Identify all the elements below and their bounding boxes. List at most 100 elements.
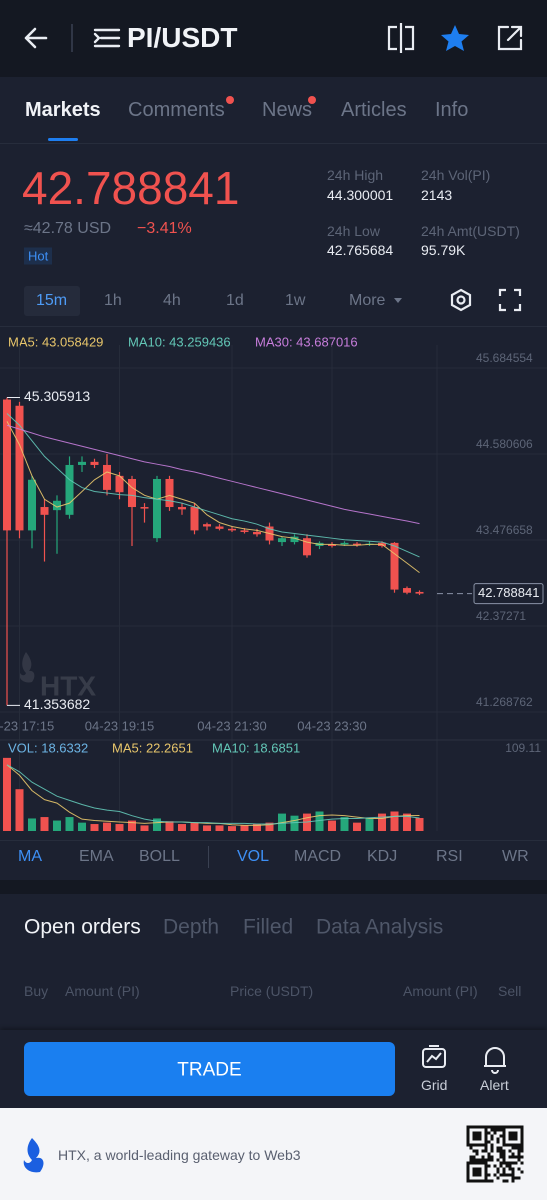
price-tag-label: 42.788841 <box>478 585 539 600</box>
interval[interactable]: 4h <box>163 292 181 309</box>
list-icon[interactable] <box>93 28 121 48</box>
tab[interactable]: Comments <box>128 99 225 121</box>
qr-module <box>499 1173 503 1177</box>
tab[interactable]: News <box>262 99 313 121</box>
candle-body <box>290 536 299 543</box>
qr-module <box>502 1158 506 1162</box>
x-tick-label: 04-23 19:15 <box>85 718 154 733</box>
volume-bar <box>40 817 49 831</box>
qr-module <box>520 1170 524 1174</box>
qr-module <box>505 1173 509 1177</box>
interval[interactable]: 1h <box>104 292 122 309</box>
qr-module <box>475 1134 479 1138</box>
y-tick-label: 42.37271 <box>476 609 526 623</box>
trade-label: TRADE <box>177 1059 242 1081</box>
qr-module <box>469 1158 473 1162</box>
legend-entry: MA10: 18.6851 <box>212 740 300 755</box>
column-header: Buy <box>24 983 49 999</box>
candle-body <box>3 399 11 531</box>
stat-label: 24h High <box>327 167 384 183</box>
qr-module <box>499 1134 503 1138</box>
ma-line <box>6 764 420 826</box>
qr-module <box>478 1125 482 1129</box>
grid-icon[interactable] <box>422 1045 446 1068</box>
qr-module <box>472 1143 476 1147</box>
alert-icon[interactable] <box>484 1047 506 1074</box>
volume-bar <box>290 815 299 831</box>
orders-tab[interactable]: Data Analysis <box>316 915 444 939</box>
qr-module <box>469 1143 473 1147</box>
trade-button[interactable] <box>24 1042 395 1096</box>
htx-logo <box>23 1138 44 1173</box>
back-icon[interactable] <box>24 27 48 49</box>
qr-module <box>496 1146 500 1150</box>
qr-module <box>514 1155 518 1159</box>
qr-module <box>511 1155 515 1159</box>
qr-module <box>514 1134 518 1138</box>
fullscreen-icon[interactable] <box>498 288 522 312</box>
qr-module <box>514 1146 518 1150</box>
tab[interactable]: Articles <box>341 99 407 121</box>
stat-value: 95.79K <box>421 242 466 258</box>
qr-module <box>511 1176 515 1180</box>
indicator[interactable]: VOL <box>237 848 270 865</box>
share-icon[interactable] <box>497 25 523 51</box>
interval[interactable]: 1w <box>285 292 306 309</box>
qr-module <box>478 1161 482 1165</box>
interval[interactable]: 15m <box>36 292 68 309</box>
qr-module <box>502 1152 506 1156</box>
orders-tab[interactable]: Depth <box>163 915 220 939</box>
indicator[interactable]: WR <box>502 848 529 865</box>
qr-module <box>520 1140 524 1144</box>
qr-module <box>484 1125 488 1129</box>
interval[interactable]: More <box>349 292 386 309</box>
stat-value: 44.300001 <box>327 187 394 203</box>
qr-module <box>472 1131 476 1135</box>
qr-module <box>508 1143 512 1147</box>
qr-module <box>478 1179 482 1183</box>
settings-icon[interactable] <box>450 288 472 312</box>
qr-module <box>484 1137 488 1141</box>
orders-tab[interactable]: Open orders <box>24 915 141 939</box>
column-header: Amount (PI) <box>403 983 478 999</box>
favorite-icon[interactable] <box>441 25 469 51</box>
compare-icon[interactable] <box>387 23 415 53</box>
stat-label: 24h Amt(USDT) <box>421 223 520 239</box>
qr-module <box>478 1173 482 1177</box>
qr-module <box>466 1167 470 1171</box>
qr-module <box>475 1131 479 1135</box>
indicator[interactable]: KDJ <box>367 848 398 865</box>
x-tick-label: 04-23 21:30 <box>197 718 266 733</box>
legend-entry: MA5: 22.2651 <box>112 740 193 755</box>
tab[interactable]: Markets <box>25 99 101 121</box>
qr-module <box>472 1170 476 1174</box>
qr-module <box>508 1131 512 1135</box>
qr-module <box>499 1155 503 1159</box>
indicator[interactable]: MACD <box>294 848 342 865</box>
orders-tab[interactable]: Filled <box>243 915 294 939</box>
qr-module <box>472 1161 476 1165</box>
qr-module <box>520 1149 524 1153</box>
qr-module <box>514 1131 518 1135</box>
candle-body <box>415 591 424 594</box>
interval[interactable]: 1d <box>226 292 244 309</box>
indicator[interactable]: BOLL <box>139 848 180 865</box>
watermark-logo <box>19 652 35 683</box>
interval-icons <box>394 288 522 312</box>
qr-module <box>511 1134 515 1138</box>
x-tick-label: 04-23 17:15 <box>0 718 54 733</box>
candle-body <box>190 507 199 531</box>
candle-body <box>240 530 249 532</box>
qr-module <box>493 1128 497 1132</box>
grid-label[interactable]: Grid <box>421 1077 448 1093</box>
alert-label[interactable]: Alert <box>480 1077 509 1093</box>
indicator[interactable]: RSI <box>436 848 463 865</box>
qr-module <box>520 1134 524 1138</box>
qr-module <box>520 1143 524 1147</box>
tab[interactable]: Info <box>435 99 469 121</box>
indicator[interactable]: MA <box>18 848 42 865</box>
indicator[interactable]: EMA <box>79 848 114 865</box>
badge-dot <box>226 96 234 104</box>
qr-module <box>487 1158 491 1162</box>
qr-module <box>520 1131 524 1135</box>
